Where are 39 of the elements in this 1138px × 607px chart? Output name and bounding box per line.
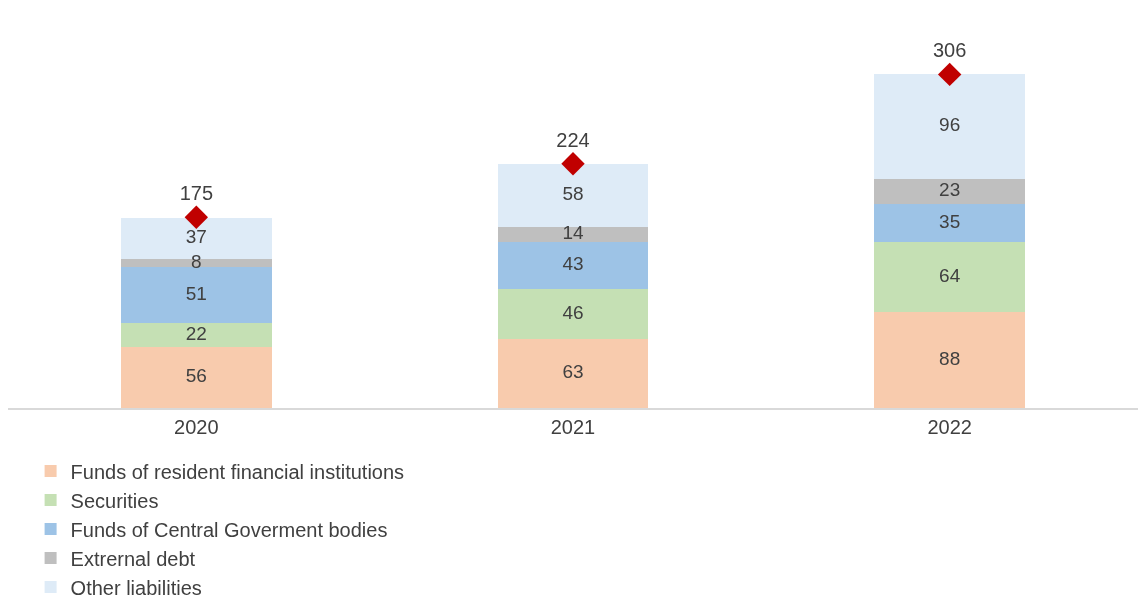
legend-label: Funds of Central Goverment bodies [70,518,388,541]
data-label: 37 [185,226,207,248]
data-label: 56 [185,365,207,387]
data-label: 63 [562,361,584,383]
legend-label: Other liabilities [70,576,202,599]
x-tick-label: 2022 [927,415,972,438]
data-label: 175 [179,181,214,204]
legend-label: Securities [70,489,159,512]
data-label: 43 [562,253,584,275]
data-label: 58 [562,183,584,205]
bar [874,312,1025,408]
bar [874,179,1025,205]
data-label: 224 [556,128,590,151]
data-label: 35 [939,210,961,232]
bar [497,163,649,228]
legend-label: Funds of resident financial institutions [70,460,405,483]
data-label: 23 [939,179,961,201]
bar [121,322,272,347]
bar [497,242,649,290]
bar [121,267,272,323]
x-tick-label: 2020 [174,415,219,438]
data-label: 51 [185,282,207,304]
bar [497,339,649,408]
legend-label: Extrernal debt [70,547,196,570]
data-label: 306 [932,39,967,62]
bar [874,242,1025,313]
data-label: 64 [939,264,961,286]
data-label: 22 [185,322,207,344]
data-label: 8 [191,250,202,272]
bar [121,346,272,408]
data-label: 96 [939,114,961,136]
bar [874,74,1025,180]
data-label: 46 [562,301,584,323]
bar [497,227,649,243]
data-label: 14 [562,222,584,244]
x-tick-label: 2021 [550,415,596,438]
bar [497,289,649,340]
bar [874,204,1025,243]
data-label: 88 [939,347,961,369]
